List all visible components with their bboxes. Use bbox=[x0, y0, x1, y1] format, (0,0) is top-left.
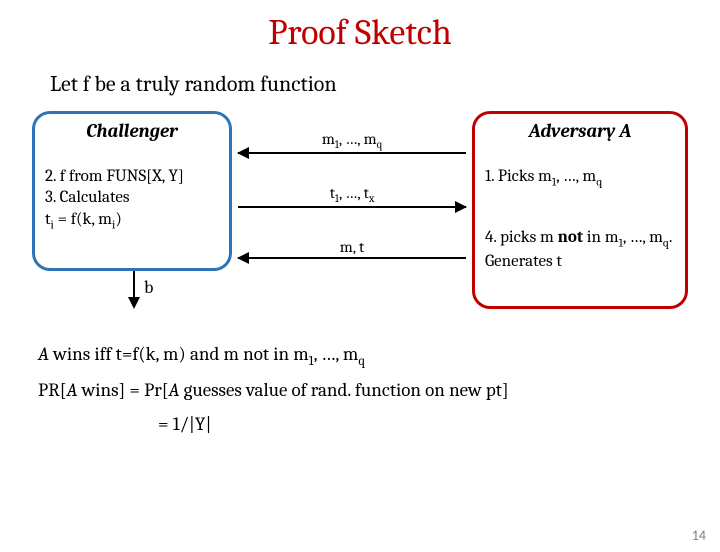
protocol-diagram: Challenger 2. f from FUNS[X, Y] 3. Calcu… bbox=[0, 111, 720, 341]
arrow1-label: m1, …, mq bbox=[238, 131, 466, 150]
challenger-body: 2. f from FUNS[X, Y] 3. Calculates ti = … bbox=[45, 148, 219, 232]
conclusion-text: A wins iff t=f(k, m) and m not in m1, …,… bbox=[38, 341, 690, 438]
arrow2-line bbox=[238, 206, 466, 208]
challenger-line1: 2. f from FUNS[X, Y] bbox=[45, 166, 219, 187]
adversary-line1: 1. Picks m1, …, mq bbox=[485, 166, 675, 189]
b-output-arrow bbox=[124, 271, 144, 313]
challenger-line3: ti = f(k, mi) bbox=[45, 209, 219, 232]
adversary-body: 1. Picks m1, …, mq 4. picks m not in m1,… bbox=[485, 148, 675, 272]
arrow3-line bbox=[238, 257, 466, 259]
challenger-line2: 3. Calculates bbox=[45, 187, 219, 208]
intro-text: Let f be a truly random function bbox=[50, 71, 720, 97]
arrow-row-2: t1, …, tx bbox=[238, 185, 466, 227]
conclusion-line3: = 1/|Y| bbox=[158, 411, 690, 439]
adversary-title: Adversary A bbox=[485, 120, 675, 142]
adversary-box: Adversary A 1. Picks m1, …, mq 4. picks … bbox=[472, 111, 688, 309]
arrow3-label: m, t bbox=[238, 239, 466, 255]
page-number: 14 bbox=[692, 527, 706, 544]
arrow2-label: t1, …, tx bbox=[238, 185, 466, 204]
challenger-box: Challenger 2. f from FUNS[X, Y] 3. Calcu… bbox=[32, 111, 232, 271]
arrow-row-3: m, t bbox=[238, 239, 466, 281]
arrow-row-1: m1, …, mq bbox=[238, 131, 466, 173]
conclusion-line2: PR[A wins] = Pr[A guesses value of rand.… bbox=[38, 377, 690, 405]
arrow1-line bbox=[238, 152, 466, 154]
slide-title: Proof Sketch bbox=[0, 12, 720, 53]
adversary-line2: 4. picks m not in m1, …, mq. Generates t bbox=[485, 227, 675, 272]
message-arrows: m1, …, mq t1, …, tx m, t bbox=[238, 131, 466, 281]
b-output-label: b bbox=[144, 277, 153, 298]
conclusion-line1: A wins iff t=f(k, m) and m not in m1, …,… bbox=[38, 341, 690, 371]
challenger-title: Challenger bbox=[45, 120, 219, 142]
